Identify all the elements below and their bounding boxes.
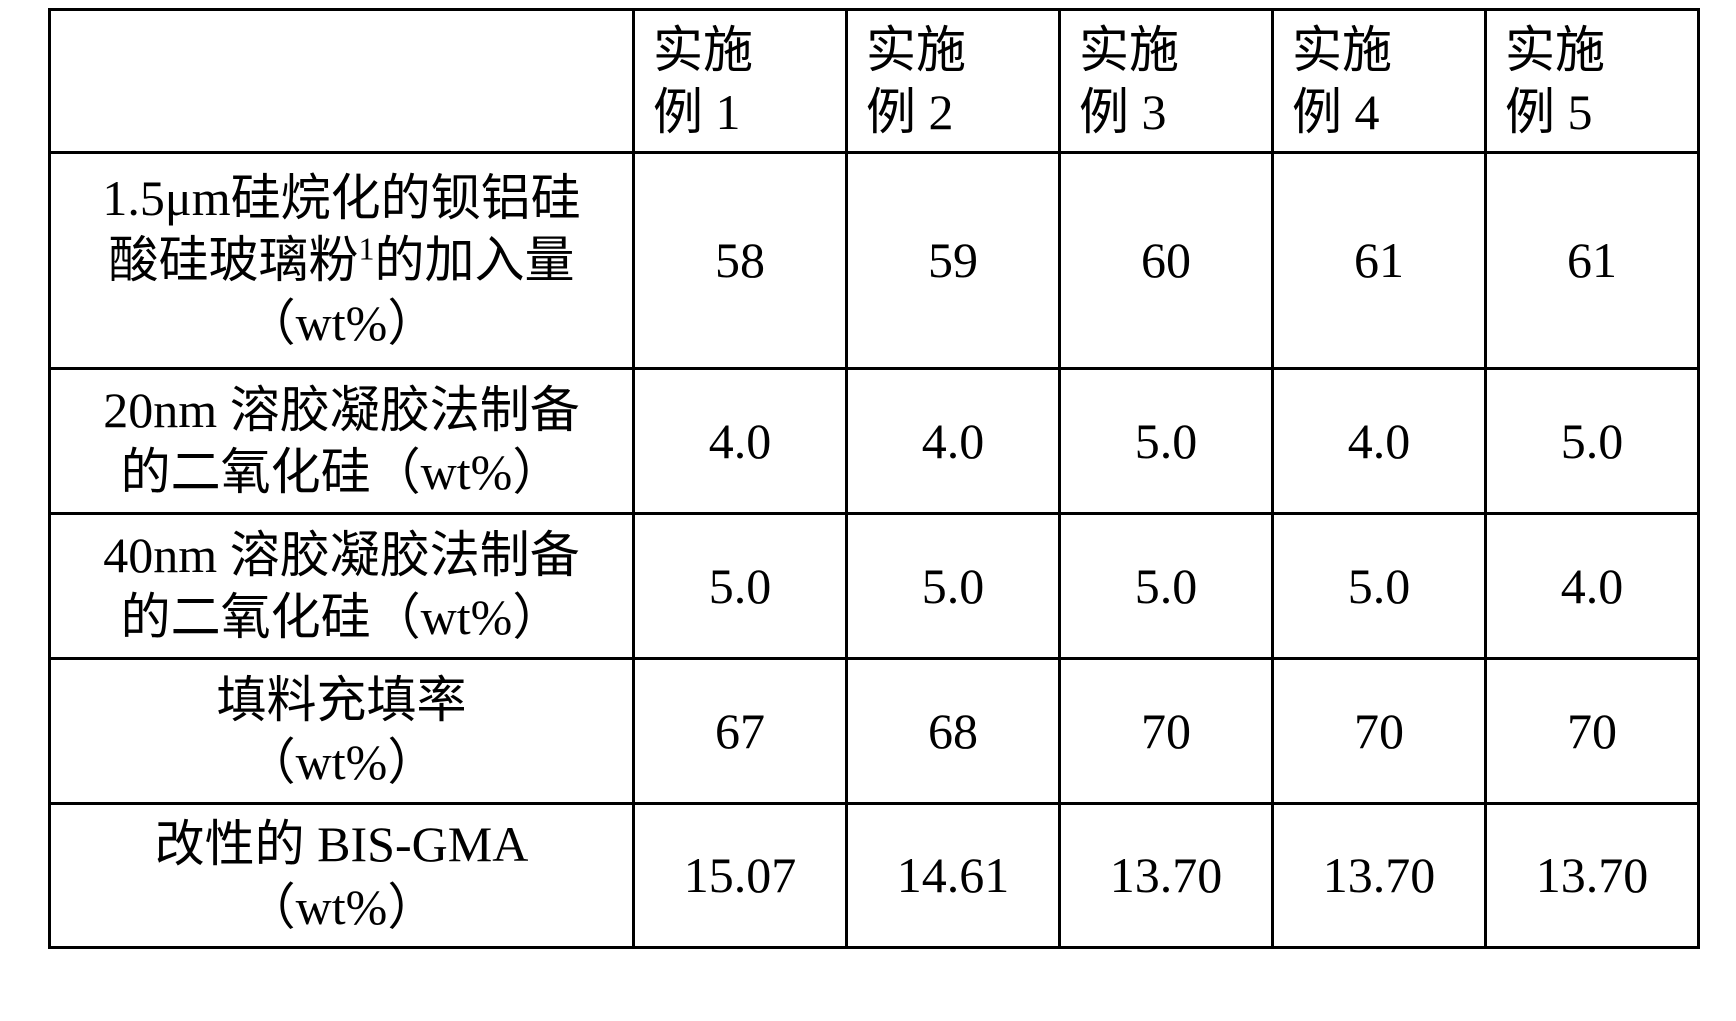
cell-r5-c1: 15.07 <box>634 804 847 948</box>
row-2-label-l2: 的二氧化硅（wt%） <box>121 444 563 500</box>
row-1-label-l1: 1.5μm硅烷化的钡铝硅 <box>102 170 580 226</box>
row-3-label-l2: 的二氧化硅（wt%） <box>121 589 563 645</box>
row-4-label: 填料充填率 （wt%） <box>50 659 634 804</box>
row-2-label: 20nm 溶胶凝胶法制备 的二氧化硅（wt%） <box>50 369 634 514</box>
cell-r3-c5: 4.0 <box>1486 514 1699 659</box>
header-col-4-l1: 实施 <box>1292 22 1392 78</box>
row-3-label: 40nm 溶胶凝胶法制备 的二氧化硅（wt%） <box>50 514 634 659</box>
header-blank <box>50 10 634 153</box>
row-1-label-l2-pre: 酸硅玻璃粉 <box>109 232 359 288</box>
cell-r4-c3: 70 <box>1060 659 1273 804</box>
header-col-4-l2: 例 4 <box>1292 84 1380 140</box>
header-col-3-l1: 实施 <box>1079 22 1179 78</box>
row-4-label-l2: （wt%） <box>246 734 438 790</box>
cell-r1-c5: 61 <box>1486 153 1699 369</box>
table-row: 40nm 溶胶凝胶法制备 的二氧化硅（wt%） 5.0 5.0 5.0 5.0 … <box>50 514 1699 659</box>
header-col-2-l1: 实施 <box>866 22 966 78</box>
row-5-label-l2: （wt%） <box>246 879 438 935</box>
cell-r4-c2: 68 <box>847 659 1060 804</box>
cell-r2-c4: 4.0 <box>1273 369 1486 514</box>
cell-r1-c3: 60 <box>1060 153 1273 369</box>
header-col-5-l2: 例 5 <box>1505 84 1593 140</box>
row-5-label-l1: 改性的 BIS-GMA <box>155 816 529 872</box>
header-col-3: 实施 例 3 <box>1060 10 1273 153</box>
row-4-label-l1: 填料充填率 <box>217 672 467 728</box>
cell-r3-c3: 5.0 <box>1060 514 1273 659</box>
table-row: 1.5μm硅烷化的钡铝硅 酸硅玻璃粉1的加入量 （wt%） 58 59 60 6… <box>50 153 1699 369</box>
header-col-1-l2: 例 1 <box>653 84 741 140</box>
cell-r5-c4: 13.70 <box>1273 804 1486 948</box>
cell-r3-c2: 5.0 <box>847 514 1060 659</box>
row-2-label-l1: 20nm 溶胶凝胶法制备 <box>103 382 579 438</box>
header-col-5-l1: 实施 <box>1505 22 1605 78</box>
data-table: 实施 例 1 实施 例 2 实施 例 3 实施 例 4 <box>48 8 1700 949</box>
row-1-label: 1.5μm硅烷化的钡铝硅 酸硅玻璃粉1的加入量 （wt%） <box>50 153 634 369</box>
row-5-label: 改性的 BIS-GMA （wt%） <box>50 804 634 948</box>
header-col-1-l1: 实施 <box>653 22 753 78</box>
cell-r4-c5: 70 <box>1486 659 1699 804</box>
row-1-label-l2-post: 的加入量 <box>375 232 575 288</box>
table-row: 20nm 溶胶凝胶法制备 的二氧化硅（wt%） 4.0 4.0 5.0 4.0 … <box>50 369 1699 514</box>
cell-r5-c3: 13.70 <box>1060 804 1273 948</box>
header-col-2: 实施 例 2 <box>847 10 1060 153</box>
cell-r3-c4: 5.0 <box>1273 514 1486 659</box>
header-col-4: 实施 例 4 <box>1273 10 1486 153</box>
table-row: 改性的 BIS-GMA （wt%） 15.07 14.61 13.70 13.7… <box>50 804 1699 948</box>
row-3-label-l1: 40nm 溶胶凝胶法制备 <box>103 527 579 583</box>
table-header-row: 实施 例 1 实施 例 2 实施 例 3 实施 例 4 <box>50 10 1699 153</box>
cell-r4-c1: 67 <box>634 659 847 804</box>
page-canvas: 实施 例 1 实施 例 2 实施 例 3 实施 例 4 <box>0 0 1736 1021</box>
cell-r1-c2: 59 <box>847 153 1060 369</box>
row-1-label-sup: 1 <box>359 231 375 267</box>
cell-r4-c4: 70 <box>1273 659 1486 804</box>
cell-r2-c2: 4.0 <box>847 369 1060 514</box>
cell-r1-c4: 61 <box>1273 153 1486 369</box>
cell-r5-c5: 13.70 <box>1486 804 1699 948</box>
cell-r2-c1: 4.0 <box>634 369 847 514</box>
cell-r2-c3: 5.0 <box>1060 369 1273 514</box>
header-col-3-l2: 例 3 <box>1079 84 1167 140</box>
cell-r3-c1: 5.0 <box>634 514 847 659</box>
row-1-label-l3: （wt%） <box>246 295 438 351</box>
header-col-1: 实施 例 1 <box>634 10 847 153</box>
header-col-5: 实施 例 5 <box>1486 10 1699 153</box>
header-col-2-l2: 例 2 <box>866 84 954 140</box>
table-row: 填料充填率 （wt%） 67 68 70 70 70 <box>50 659 1699 804</box>
cell-r5-c2: 14.61 <box>847 804 1060 948</box>
cell-r1-c1: 58 <box>634 153 847 369</box>
cell-r2-c5: 5.0 <box>1486 369 1699 514</box>
